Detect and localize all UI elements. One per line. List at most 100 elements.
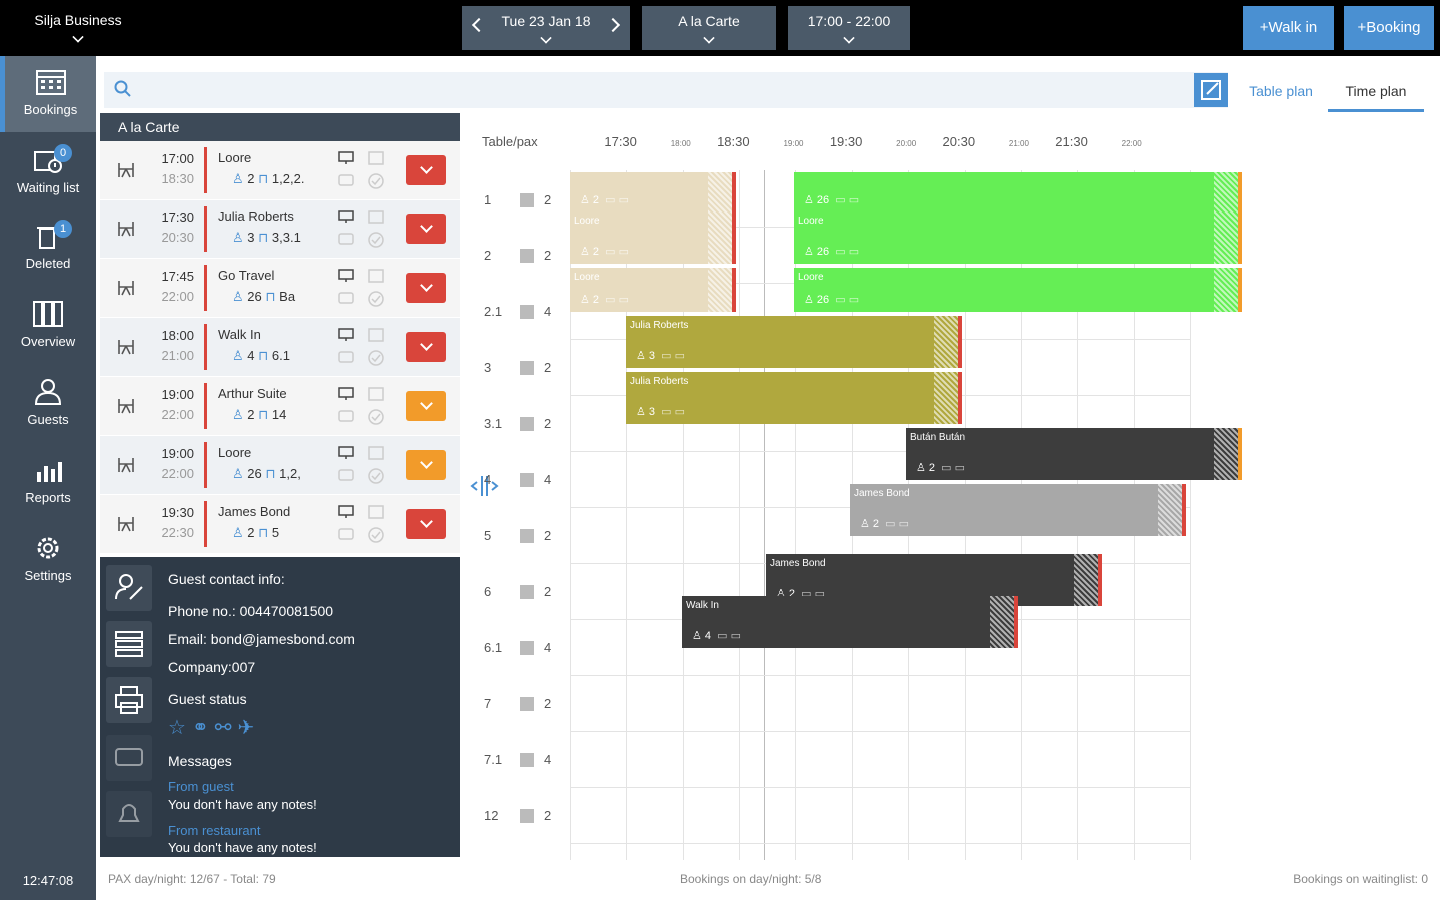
booking-actions-dropdown[interactable] xyxy=(406,391,446,421)
note-icon xyxy=(368,387,384,401)
print-button[interactable] xyxy=(106,677,152,723)
buffer-hatch xyxy=(990,596,1014,648)
guest-list-button[interactable] xyxy=(106,621,152,667)
timerange-selector[interactable]: 17:00 - 22:00 xyxy=(788,6,910,50)
edit-guest-button[interactable] xyxy=(106,565,152,611)
block-guest-name: James Bond xyxy=(770,558,826,569)
booking-actions-dropdown[interactable] xyxy=(406,450,446,480)
booking-block[interactable]: Loore ♙ 26 ▭ ▭ xyxy=(794,212,1242,264)
booking-row[interactable]: 17:30 20:30 Julia Roberts ♙ 3 ⊓ 3,3.1 xyxy=(100,200,460,259)
person-edit-icon xyxy=(115,574,143,600)
tab-time-plan[interactable]: Time plan xyxy=(1328,72,1424,112)
chevron-down-icon xyxy=(419,397,433,410)
booking-block[interactable]: Julia Roberts ♙ 3 ▭ ▭ xyxy=(626,372,962,424)
booking-start: 19:00 xyxy=(161,387,194,402)
person-icon: ♙ xyxy=(580,246,593,258)
booking-block[interactable]: Loore ♙ 2 ▭ ▭ xyxy=(570,268,736,312)
block-pax: 26 xyxy=(816,246,830,258)
edit-icon xyxy=(1201,80,1221,100)
sidebar-item-overview[interactable]: Overview xyxy=(0,288,96,364)
booking-block[interactable]: Loore ♙ 26 ▭ ▭ xyxy=(794,268,1242,312)
vip-icon[interactable]: ✈ xyxy=(237,717,261,739)
person-icon: ♙ xyxy=(580,194,593,206)
booking-end: 22:00 xyxy=(161,466,194,481)
table-square-icon xyxy=(520,305,534,319)
booking-actions-dropdown[interactable] xyxy=(406,273,446,303)
chevron-down-icon xyxy=(72,31,84,43)
booking-block[interactable]: ♙ 2 ▭ ▭ xyxy=(570,172,736,212)
grid-line xyxy=(1190,170,1191,860)
booking-end: 22:00 xyxy=(161,407,194,422)
check-icon[interactable] xyxy=(368,409,384,425)
booking-row[interactable]: 17:00 18:30 Loore ♙ 2 ⊓ 1,2,2. xyxy=(100,141,460,200)
sidebar-item-reports[interactable]: Reports xyxy=(0,444,96,520)
block-pax: 26 xyxy=(816,194,830,206)
booking-pax: 3 xyxy=(247,230,255,245)
booking-actions-dropdown[interactable] xyxy=(406,509,446,539)
half-hour-label: 20:00 xyxy=(896,139,917,148)
no-show-button[interactable] xyxy=(106,791,152,837)
panel-resize-handle[interactable] xyxy=(460,430,504,540)
table-square-icon xyxy=(520,641,534,655)
booking-block[interactable]: Loore ♙ 2 ▭ ▭ xyxy=(570,212,736,264)
message-icon: ▭ ▭ xyxy=(658,406,686,418)
note-icon xyxy=(368,269,384,283)
booking-row[interactable]: 17:45 22:00 Go Travel ♙ 26 ⊓ Ba xyxy=(100,259,460,318)
sidebar-item-label: Reports xyxy=(25,490,71,505)
sidebar-item-guests[interactable]: Guests xyxy=(0,366,96,442)
booking-start: 17:30 xyxy=(161,210,194,225)
table-pax: 2 xyxy=(544,416,552,431)
booking-block[interactable]: Walk In ♙ 4 ▭ ▭ xyxy=(682,596,1018,648)
booking-block[interactable]: Bután Bután ♙ 2 ▭ ▭ xyxy=(906,428,1242,480)
message-button[interactable] xyxy=(106,735,152,781)
booking-block[interactable]: James Bond ♙ 2 ▭ ▭ xyxy=(850,484,1186,536)
guest-name: Loore xyxy=(218,445,252,460)
booking-actions-dropdown[interactable] xyxy=(406,332,446,362)
row-line xyxy=(570,843,1190,844)
table-pax: 4 xyxy=(544,640,552,655)
edit-button[interactable] xyxy=(1194,73,1228,107)
check-icon[interactable] xyxy=(368,468,384,484)
booking-block[interactable]: Julia Roberts ♙ 3 ▭ ▭ xyxy=(626,316,962,368)
next-day-icon[interactable] xyxy=(605,17,621,33)
block-pax: 2 xyxy=(788,588,796,600)
buffer-hatch xyxy=(1158,484,1182,536)
check-icon[interactable] xyxy=(368,173,384,189)
check-icon[interactable] xyxy=(368,291,384,307)
table-square-icon xyxy=(520,753,534,767)
search-input[interactable] xyxy=(104,72,1228,108)
chevron-down-icon xyxy=(419,456,433,469)
date-selector[interactable]: Tue 23 Jan 18 xyxy=(462,6,630,50)
sidebar-item-bookings[interactable]: Bookings xyxy=(0,56,96,132)
booking-tables: 6.1 xyxy=(271,348,290,363)
booking-actions-dropdown[interactable] xyxy=(406,214,446,244)
sidebar-item-waiting-list[interactable]: 0 Waiting list xyxy=(0,134,96,210)
block-pax: 2 xyxy=(872,518,880,530)
check-icon[interactable] xyxy=(368,350,384,366)
area-selector[interactable]: A la Carte xyxy=(642,6,776,50)
sidebar-item-settings[interactable]: Settings xyxy=(0,522,96,598)
booking-row[interactable]: 19:00 22:00 Loore ♙ 26 ⊓ 1,2, xyxy=(100,436,460,495)
prev-day-icon[interactable] xyxy=(471,17,487,33)
booking-block[interactable]: ♙ 26 ▭ ▭ xyxy=(794,172,1242,212)
group-icon[interactable]: ⚯ xyxy=(214,717,238,739)
walk-in-button[interactable]: +Walk in xyxy=(1243,6,1334,50)
brand-selector[interactable]: Silja Business xyxy=(0,0,156,56)
star-icon[interactable]: ☆ xyxy=(168,717,192,739)
note-icon xyxy=(368,446,384,460)
check-icon[interactable] xyxy=(368,527,384,543)
table-icon xyxy=(118,399,134,414)
booking-row[interactable]: 19:00 22:00 Arthur Suite ♙ 2 ⊓ 14 xyxy=(100,377,460,436)
sidebar-item-deleted[interactable]: 1 Deleted xyxy=(0,210,96,286)
table-square-icon xyxy=(520,529,534,543)
table-icon xyxy=(118,163,134,178)
rings-icon[interactable]: ⚭ xyxy=(191,717,215,739)
booking-row[interactable]: 19:30 22:30 James Bond ♙ 2 ⊓ 5 xyxy=(100,495,460,554)
guest-company: Company:007 xyxy=(168,659,256,675)
check-icon[interactable] xyxy=(368,232,384,248)
booking-row[interactable]: 18:00 21:00 Walk In ♙ 4 ⊓ 6.1 xyxy=(100,318,460,377)
booking-button[interactable]: +Booking xyxy=(1344,6,1434,50)
booking-actions-dropdown[interactable] xyxy=(406,155,446,185)
tab-table-plan[interactable]: Table plan xyxy=(1249,83,1313,99)
guest-detail-panel: Guest contact info: Phone no.: 004470081… xyxy=(100,557,460,857)
